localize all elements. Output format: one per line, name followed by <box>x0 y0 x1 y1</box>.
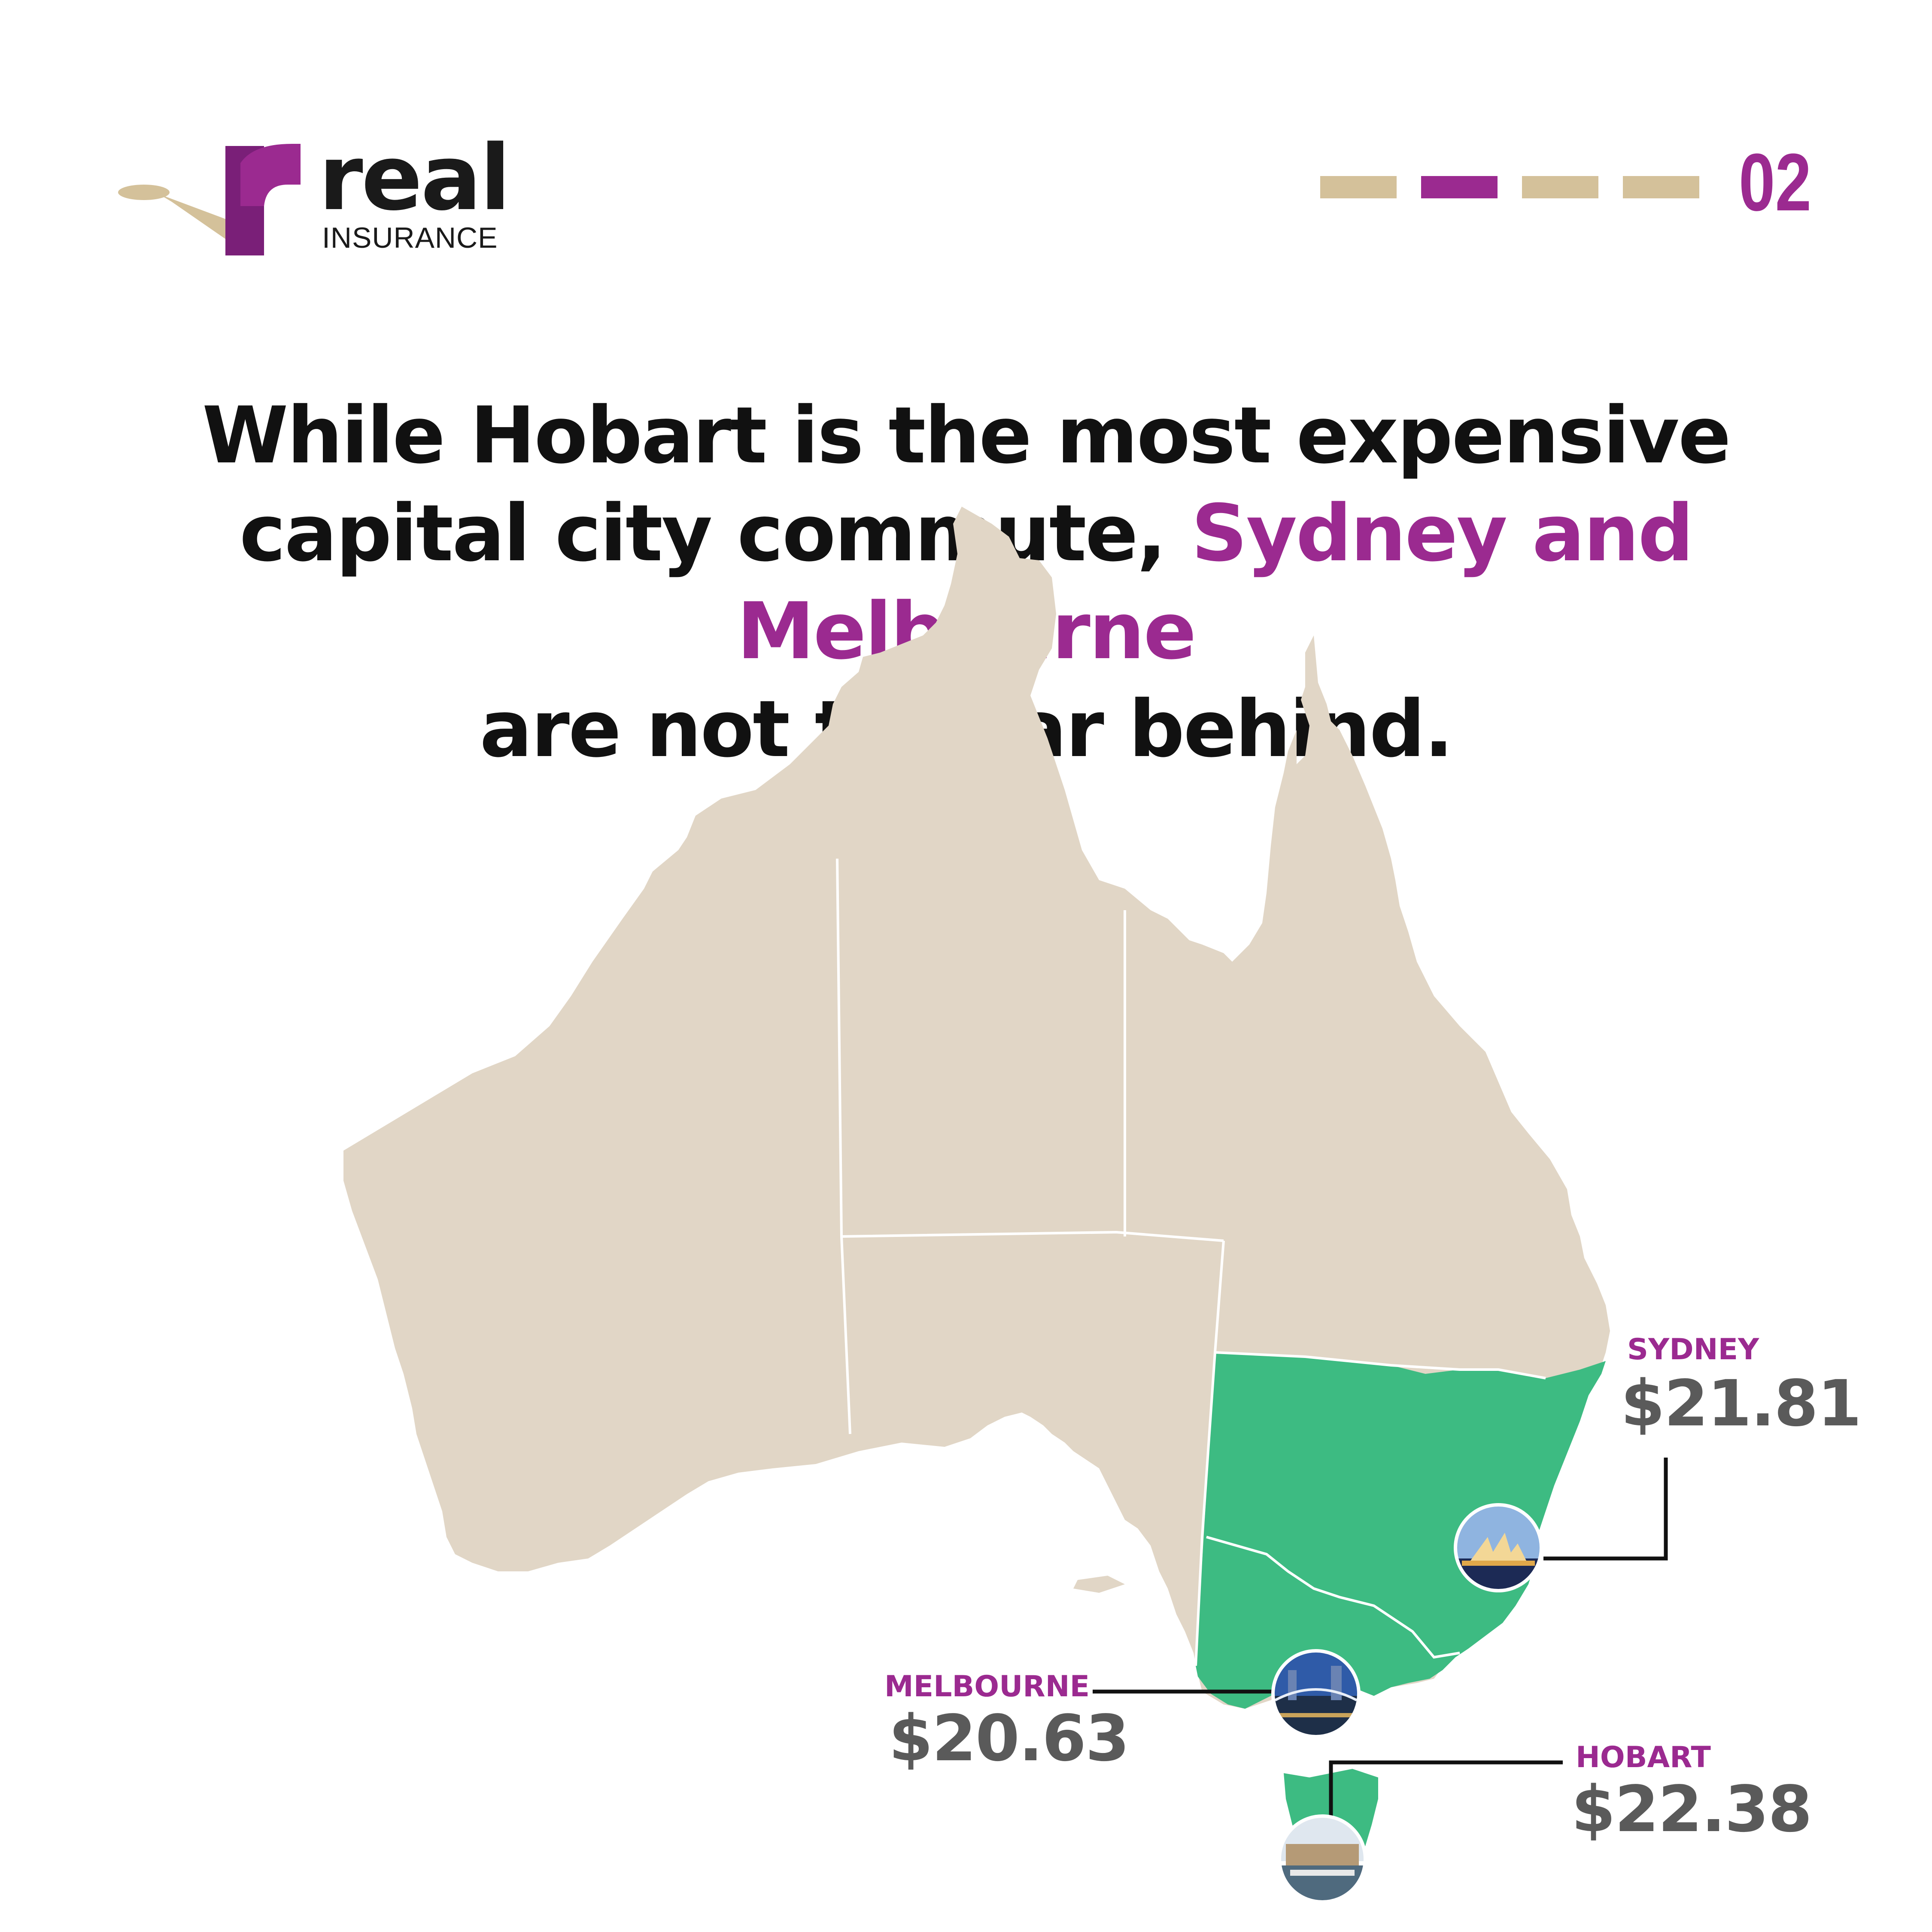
hobart-price: $22.38 <box>1571 1772 1812 1846</box>
progress-dash <box>1320 176 1397 198</box>
headline-line-1: While Hobart is the most expensive <box>202 390 1731 481</box>
sydney-photo-marker[interactable] <box>1453 1503 1543 1593</box>
sydney-price: $21.81 <box>1621 1367 1862 1440</box>
hobart-photo-marker[interactable] <box>1277 1814 1367 1904</box>
brand-logo[interactable]: real INSURANCE <box>112 133 511 262</box>
map-nsw-vic <box>1196 1352 1606 1709</box>
r-letter-logo-icon <box>118 144 301 255</box>
progress-dash <box>1623 176 1699 198</box>
progress-dash-active <box>1421 176 1498 198</box>
melbourne-price: $20.63 <box>889 1701 1130 1775</box>
sydney-label: SYDNEY <box>1627 1333 1759 1367</box>
page-number: 02 <box>1739 137 1812 228</box>
map-kangaroo-island <box>1073 1576 1125 1593</box>
progress-dash <box>1522 176 1598 198</box>
logo-subtitle: INSURANCE <box>322 222 498 254</box>
logo-wordmark: real <box>319 125 511 231</box>
melbourne-label: MELBOURNE <box>884 1670 1090 1704</box>
hobart-label: HOBART <box>1576 1741 1711 1774</box>
melbourne-photo-marker[interactable] <box>1271 1649 1361 1739</box>
